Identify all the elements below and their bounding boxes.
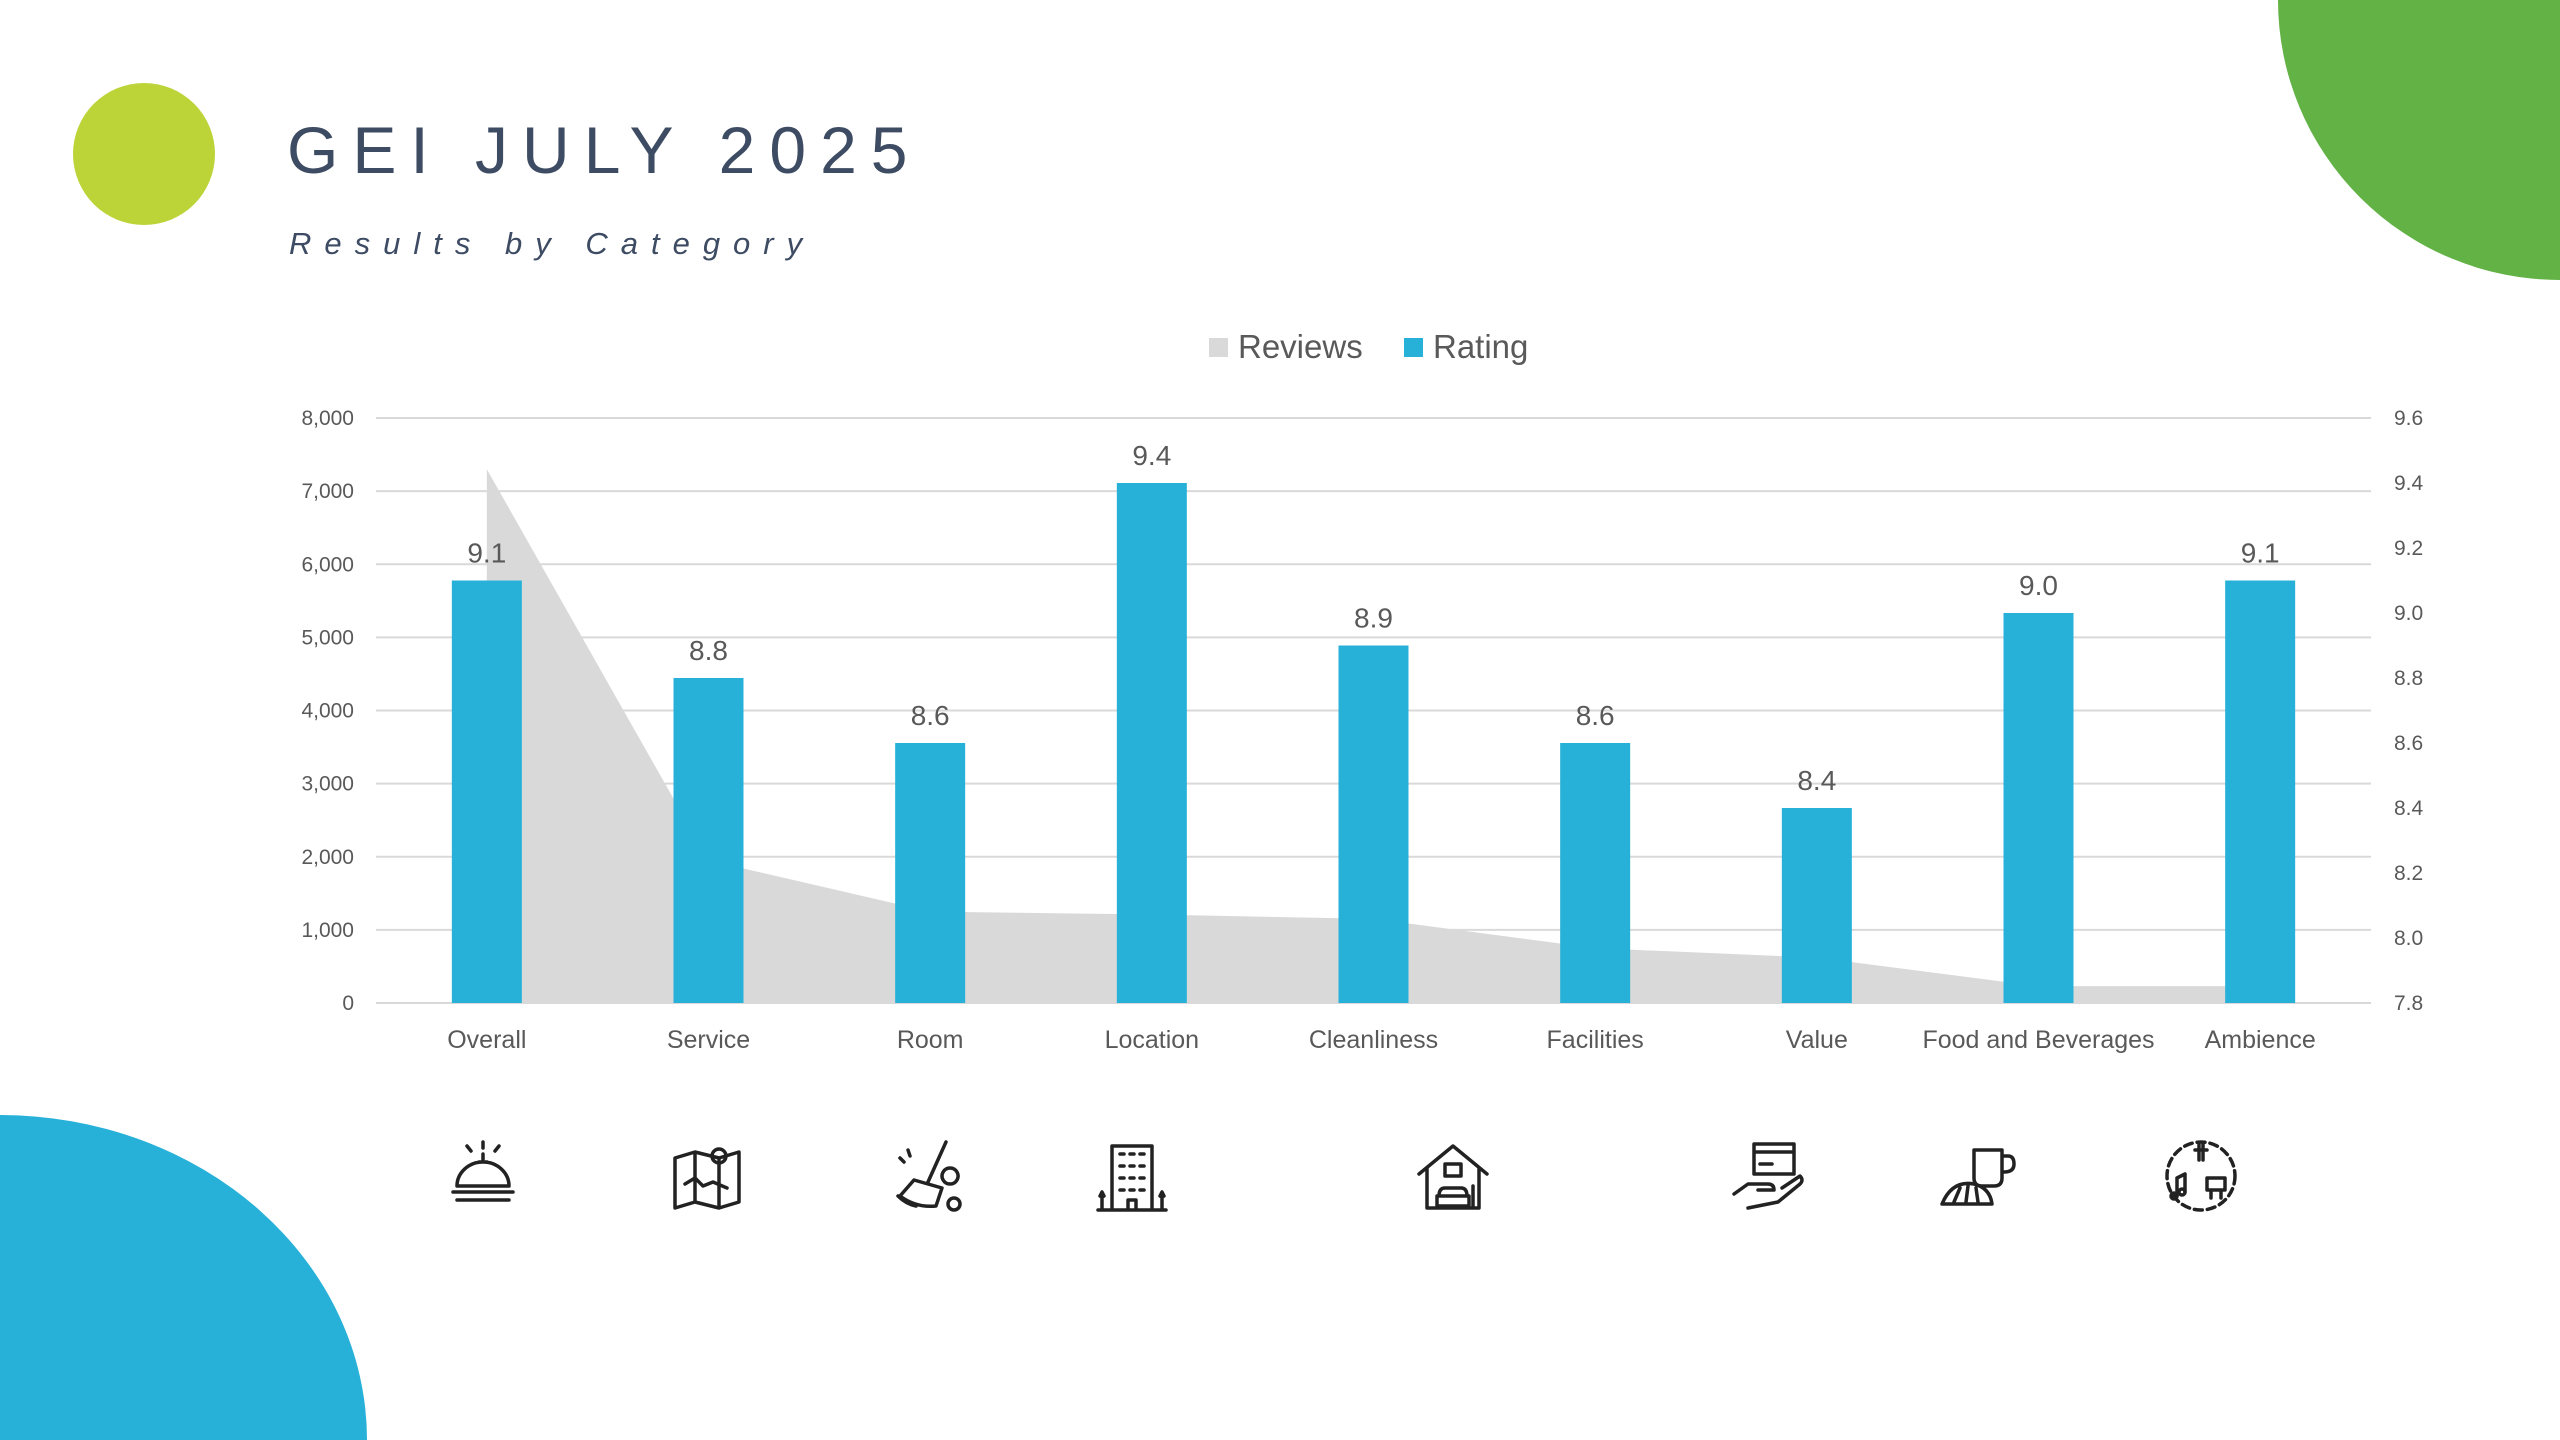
legend-label-reviews: Reviews	[1238, 328, 1363, 365]
building-icon	[1090, 1134, 1174, 1218]
rating-data-label: 9.4	[1132, 440, 1171, 471]
home-facilities-icon	[1411, 1134, 1495, 1218]
rating-bar-ambience	[2225, 580, 2296, 1003]
right-axis-tick: 9.0	[2394, 602, 2423, 625]
right-axis-tick: 8.0	[2394, 927, 2423, 950]
payment-hand-icon	[1726, 1134, 1810, 1218]
right-axis-tick: 8.4	[2394, 797, 2424, 820]
reviews-area	[486, 469, 2261, 1003]
rating-bar-overall	[451, 580, 522, 1003]
left-axis-tick: 3,000	[301, 773, 354, 796]
right-axis-tick: 7.8	[2394, 992, 2423, 1015]
right-axis-tick: 8.8	[2394, 667, 2423, 690]
right-axis-tick: 9.4	[2394, 472, 2424, 495]
category-label: Ambience	[2205, 1026, 2316, 1054]
category-label: Overall	[447, 1026, 526, 1054]
rating-data-label: 9.1	[467, 538, 506, 569]
rating-data-label: 8.8	[689, 635, 728, 666]
rating-data-label: 8.6	[911, 700, 950, 731]
decorative-green-dot	[73, 83, 215, 225]
legend-swatch-rating	[1404, 338, 1423, 357]
rating-bar-value	[1781, 808, 1852, 1003]
rating-data-label: 8.4	[1797, 765, 1836, 796]
rating-data-label: 9.0	[2019, 570, 2058, 601]
left-axis-tick: 2,000	[301, 846, 354, 869]
right-axis-tick: 8.6	[2394, 732, 2423, 755]
left-axis-tick: 0	[342, 992, 354, 1015]
page-title: GEI JULY 2025	[287, 113, 922, 187]
left-axis-tick: 5,000	[301, 626, 354, 649]
right-axis-tick: 9.2	[2394, 537, 2423, 560]
rating-data-label: 9.1	[2241, 538, 2280, 569]
page-subtitle: Results by Category	[289, 226, 816, 261]
rating-data-label: 8.9	[1354, 603, 1393, 634]
legend-swatch-reviews	[1209, 338, 1228, 357]
rating-bar-room	[895, 743, 966, 1003]
left-axis-tick: 7,000	[301, 480, 354, 503]
category-label: Room	[897, 1026, 964, 1054]
coffee-croissant-icon	[1934, 1134, 2018, 1218]
rating-bar-food-and-beverages	[2003, 613, 2074, 1003]
rating-bar-service	[673, 678, 744, 1003]
left-axis-tick: 8,000	[301, 407, 354, 430]
category-label: Food and Beverages	[1922, 1026, 2154, 1054]
legend-label-rating: Rating	[1433, 328, 1528, 365]
category-label: Location	[1105, 1026, 1200, 1054]
category-label: Cleanliness	[1309, 1026, 1438, 1054]
right-axis-tick: 9.6	[2394, 407, 2423, 430]
map-icon	[665, 1134, 749, 1218]
left-axis-tick: 4,000	[301, 700, 354, 723]
right-axis-tick: 8.2	[2394, 862, 2423, 885]
left-axis-tick: 6,000	[301, 553, 354, 576]
rating-bar-location	[1116, 483, 1187, 1003]
cleaning-broom-icon	[884, 1134, 968, 1218]
category-label: Service	[667, 1026, 750, 1054]
category-label: Facilities	[1547, 1026, 1644, 1054]
music-ambience-icon	[2159, 1134, 2243, 1218]
left-axis-tick: 1,000	[301, 919, 354, 942]
rating-bar-facilities	[1560, 743, 1631, 1003]
rating-data-label: 8.6	[1576, 700, 1615, 731]
rating-bar-cleanliness	[1338, 645, 1409, 1003]
category-label: Value	[1786, 1026, 1848, 1054]
concierge-bell-icon	[441, 1134, 525, 1218]
